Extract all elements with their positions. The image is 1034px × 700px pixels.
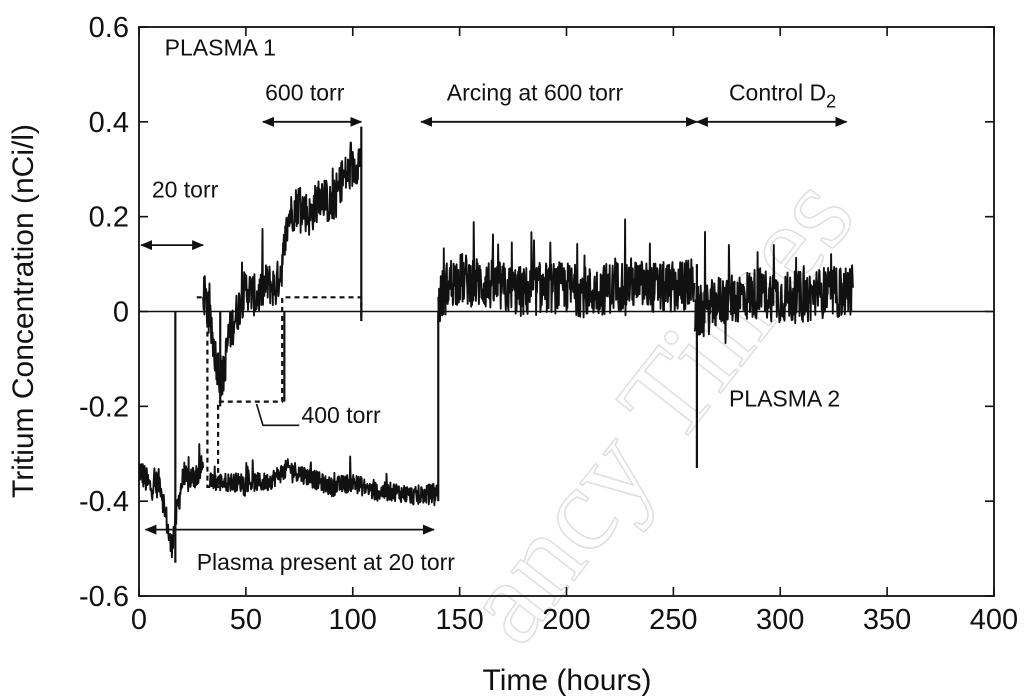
y-tick-label: -0.2 [79, 391, 129, 423]
x-tick-label: 150 [435, 604, 483, 636]
annotation-text: 20 torr [152, 177, 219, 203]
y-tick-label: -0.6 [79, 581, 129, 613]
annotation-text: 400 torr [301, 402, 381, 428]
series-2-line [208, 455, 440, 507]
annotation-text: Arcing at 600 torr [447, 79, 624, 105]
axes: 0 50 100 150 200 250 300 350 400 -0.6 -0.4 -0.2 0 0.2… [79, 12, 1018, 636]
x-tick-label: 50 [230, 604, 262, 636]
x-tick-label: 200 [542, 604, 590, 636]
series-1-line [202, 141, 363, 397]
y-tick-label: 0.6 [89, 12, 129, 44]
x-tick-label: 250 [649, 604, 697, 636]
series-5-line [196, 296, 363, 488]
y-tick-label: 0 [113, 297, 129, 329]
x-tick-label: 100 [329, 604, 377, 636]
annotation-text: Plasma present at 20 torr [197, 549, 456, 575]
x-axis-title: Time (hours) [483, 664, 652, 697]
y-tick-label: 0.2 [89, 202, 129, 234]
series-4-line [693, 231, 854, 344]
x-tick-label: 0 [131, 604, 147, 636]
y-tick-label: 0.4 [89, 107, 129, 139]
series-0-line [138, 443, 205, 559]
x-tick-label: 300 [756, 604, 804, 636]
x-tick-label: 400 [970, 604, 1018, 636]
x-tick-label: 350 [863, 604, 911, 636]
annotations: PLASMA 1 600 torr Arcing at 600 torr Contro… [140, 34, 848, 575]
annotation-text: 600 torr [265, 79, 345, 105]
y-tick-label: -0.4 [79, 486, 129, 518]
annotation-text: PLASMA 1 [165, 34, 276, 60]
plot-area [138, 126, 994, 563]
y-axis-title: Tritium Concentration (nCi/l) [7, 124, 40, 498]
series-3-line [437, 218, 696, 323]
annotation-text: PLASMA 2 [729, 385, 840, 411]
annotation-text: Control D2 [729, 79, 836, 111]
callout-400-torr [255, 403, 300, 427]
